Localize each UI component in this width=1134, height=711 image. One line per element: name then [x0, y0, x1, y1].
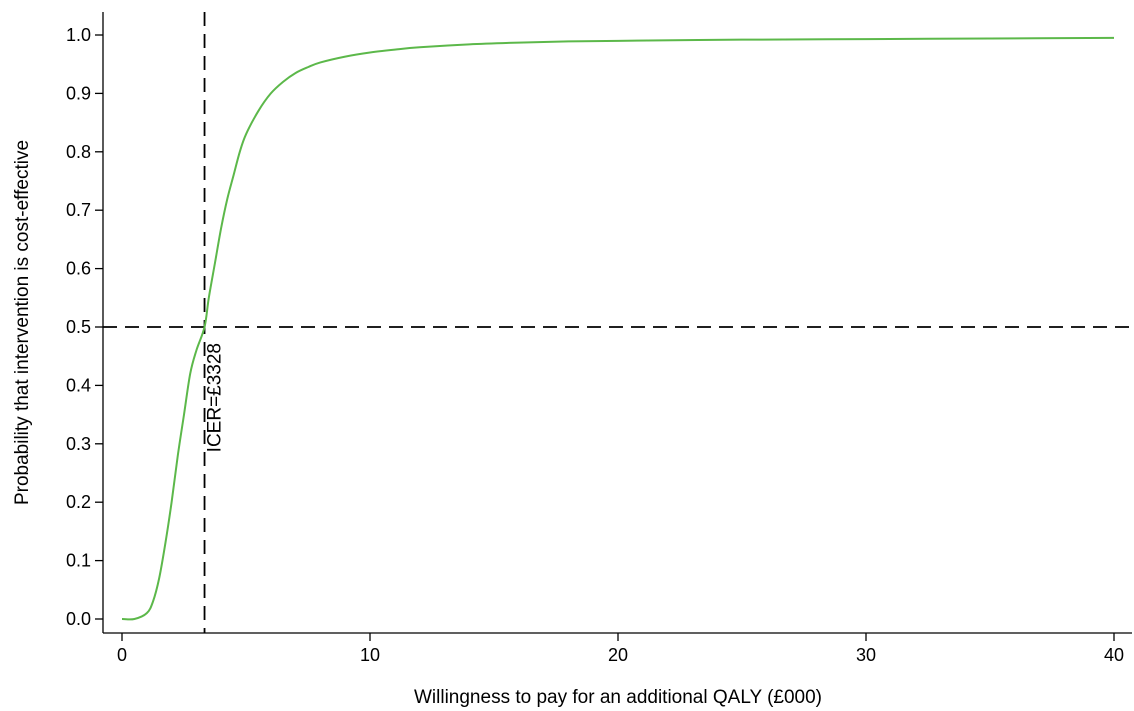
series-group — [121, 36, 1115, 621]
x-axis-title: Willingness to pay for an additional QAL… — [414, 687, 822, 708]
y-tick-label: 0.0 — [66, 609, 91, 629]
y-tick-label: 1.0 — [66, 25, 91, 45]
x-tick-label: 40 — [1104, 645, 1124, 665]
y-tick-label: 0.8 — [66, 142, 91, 162]
y-tick-label: 0.9 — [66, 83, 91, 103]
y-tick-label: 0.1 — [66, 551, 91, 571]
y-tick-label: 0.5 — [66, 317, 91, 337]
x-tick-label: 30 — [856, 645, 876, 665]
x-axis-ticks: 0 10 20 30 40 — [117, 633, 1124, 665]
axes: 0.0 0.1 0.2 0.3 0.4 0.5 0.6 0.7 0.8 0.9 1.0 0 10 20 3… — [66, 12, 1132, 665]
x-tick-label: 0 — [117, 645, 127, 665]
y-axis-ticks: 0.0 0.1 0.2 0.3 0.4 0.5 0.6 0.7 0.8 0.9 1.0 — [66, 25, 103, 629]
x-tick-label: 20 — [608, 645, 628, 665]
y-tick-label: 0.3 — [66, 434, 91, 454]
y-tick-label: 0.7 — [66, 200, 91, 220]
y-axis-title: Probability that intervention is cost-ef… — [12, 140, 33, 505]
x-tick-label: 10 — [360, 645, 380, 665]
icer-annotation: ICER=£3328 — [205, 343, 226, 452]
y-tick-label: 0.4 — [66, 375, 91, 395]
reference-lines: ICER=£3328 — [103, 12, 1134, 633]
series-line — [121, 36, 1115, 621]
y-tick-label: 0.2 — [66, 492, 91, 512]
y-tick-label: 0.6 — [66, 259, 91, 279]
